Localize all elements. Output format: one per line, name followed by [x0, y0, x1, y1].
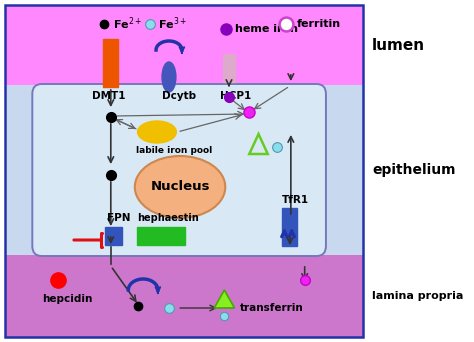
Text: hepcidin: hepcidin: [43, 294, 93, 304]
Text: epithelium: epithelium: [372, 163, 456, 177]
Bar: [282, 208, 297, 246]
Text: Fe$^{3+}$: Fe$^{3+}$: [158, 16, 187, 32]
Bar: [5, 5, 363, 337]
Bar: [5, 85, 363, 255]
Polygon shape: [214, 290, 235, 308]
Bar: [105, 227, 122, 245]
Text: heme iron: heme iron: [236, 24, 299, 34]
Bar: [103, 39, 118, 87]
Bar: [222, 54, 236, 82]
Text: Nucleus: Nucleus: [150, 181, 210, 194]
Ellipse shape: [137, 121, 176, 143]
Text: hephaestin: hephaestin: [137, 213, 199, 223]
Text: transferrin: transferrin: [240, 303, 304, 313]
Bar: [5, 5, 363, 85]
Ellipse shape: [135, 156, 225, 218]
Ellipse shape: [162, 62, 176, 92]
Text: ferritin: ferritin: [296, 19, 340, 29]
Text: DMT1: DMT1: [92, 91, 126, 101]
Bar: [5, 255, 363, 337]
Text: lumen: lumen: [372, 38, 425, 53]
Text: TfR1: TfR1: [282, 195, 309, 205]
Text: FPN: FPN: [107, 213, 131, 223]
Text: lamina propria: lamina propria: [372, 291, 464, 301]
Text: labile iron pool: labile iron pool: [136, 146, 212, 155]
Text: Fe$^{2+}$: Fe$^{2+}$: [113, 16, 142, 32]
Text: Dcytb: Dcytb: [162, 91, 196, 101]
FancyBboxPatch shape: [32, 84, 326, 256]
Text: HCP1: HCP1: [220, 91, 251, 101]
Bar: [137, 227, 185, 245]
